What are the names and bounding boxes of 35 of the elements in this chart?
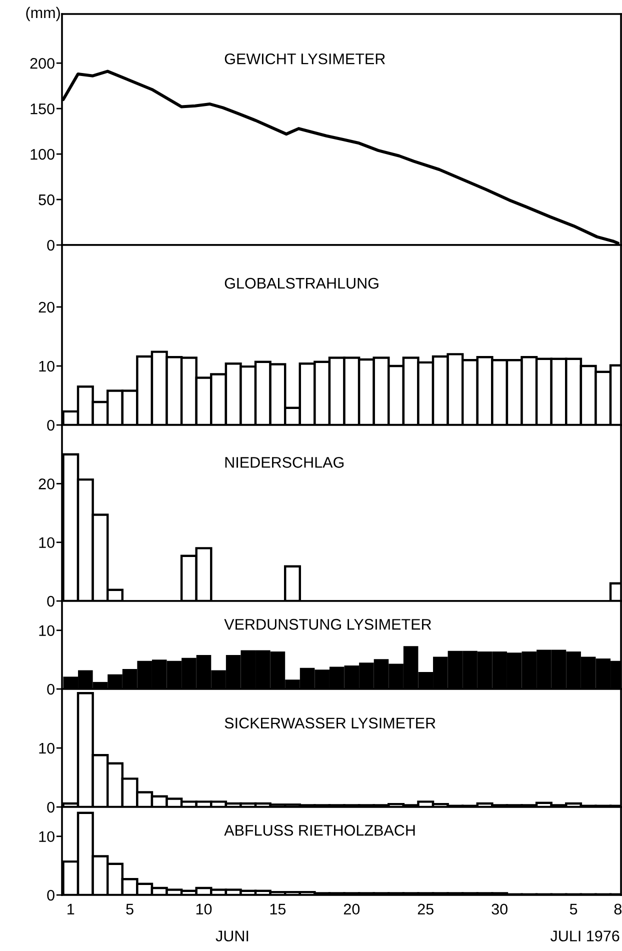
y-tick-label: 20 [38,302,54,313]
y-tick-label: 0 [47,890,54,901]
y-tick-label: 200 [30,58,54,69]
text: SICKERWASSER LYSIMETER [224,718,436,728]
y-tick-label: 0 [47,802,54,813]
x-tick-label: 5 [126,904,134,915]
y-tick-label: 50 [38,194,54,206]
y-tick-label: 0 [47,684,54,695]
text: ABFLUSS RIETHOLZBACH [224,824,415,836]
y-tick-label: 0 [47,596,54,607]
y-tick-label: 10 [39,831,54,842]
text: GLOBALSTRAHLUNG [224,278,378,289]
y-tick-label: 0 [47,240,54,251]
text: JULI 1976 [550,930,620,942]
y-tick-label: 10 [39,742,54,754]
text: VERDUNSTUNG LYSIMETER [224,618,432,630]
text: NIEDERSCHLAG [225,457,344,468]
x-tick-label: 10 [196,904,212,915]
x-tick-label: 5 [570,904,578,915]
text: JUNI [216,930,248,942]
x-tick-label: 25 [418,904,434,915]
x-tick-label: 20 [344,904,360,915]
y-tick-label: 150 [30,103,54,114]
x-tick-label: 8 [614,904,622,915]
y-tick-label: 20 [38,478,54,490]
y-tick-label: 10 [39,360,54,372]
x-tick-label: 30 [492,904,508,915]
x-tick-label: 15 [270,904,286,915]
y-tick-label: 10 [39,537,54,548]
y-tick-label: 10 [39,625,54,636]
y-axis-title: (mm) [26,6,60,22]
y-tick-label: 100 [30,148,54,160]
x-tick-label: 1 [68,904,74,914]
text: GEWICHT LYSIMETER [224,53,385,64]
y-tick-label: 0 [47,420,54,431]
